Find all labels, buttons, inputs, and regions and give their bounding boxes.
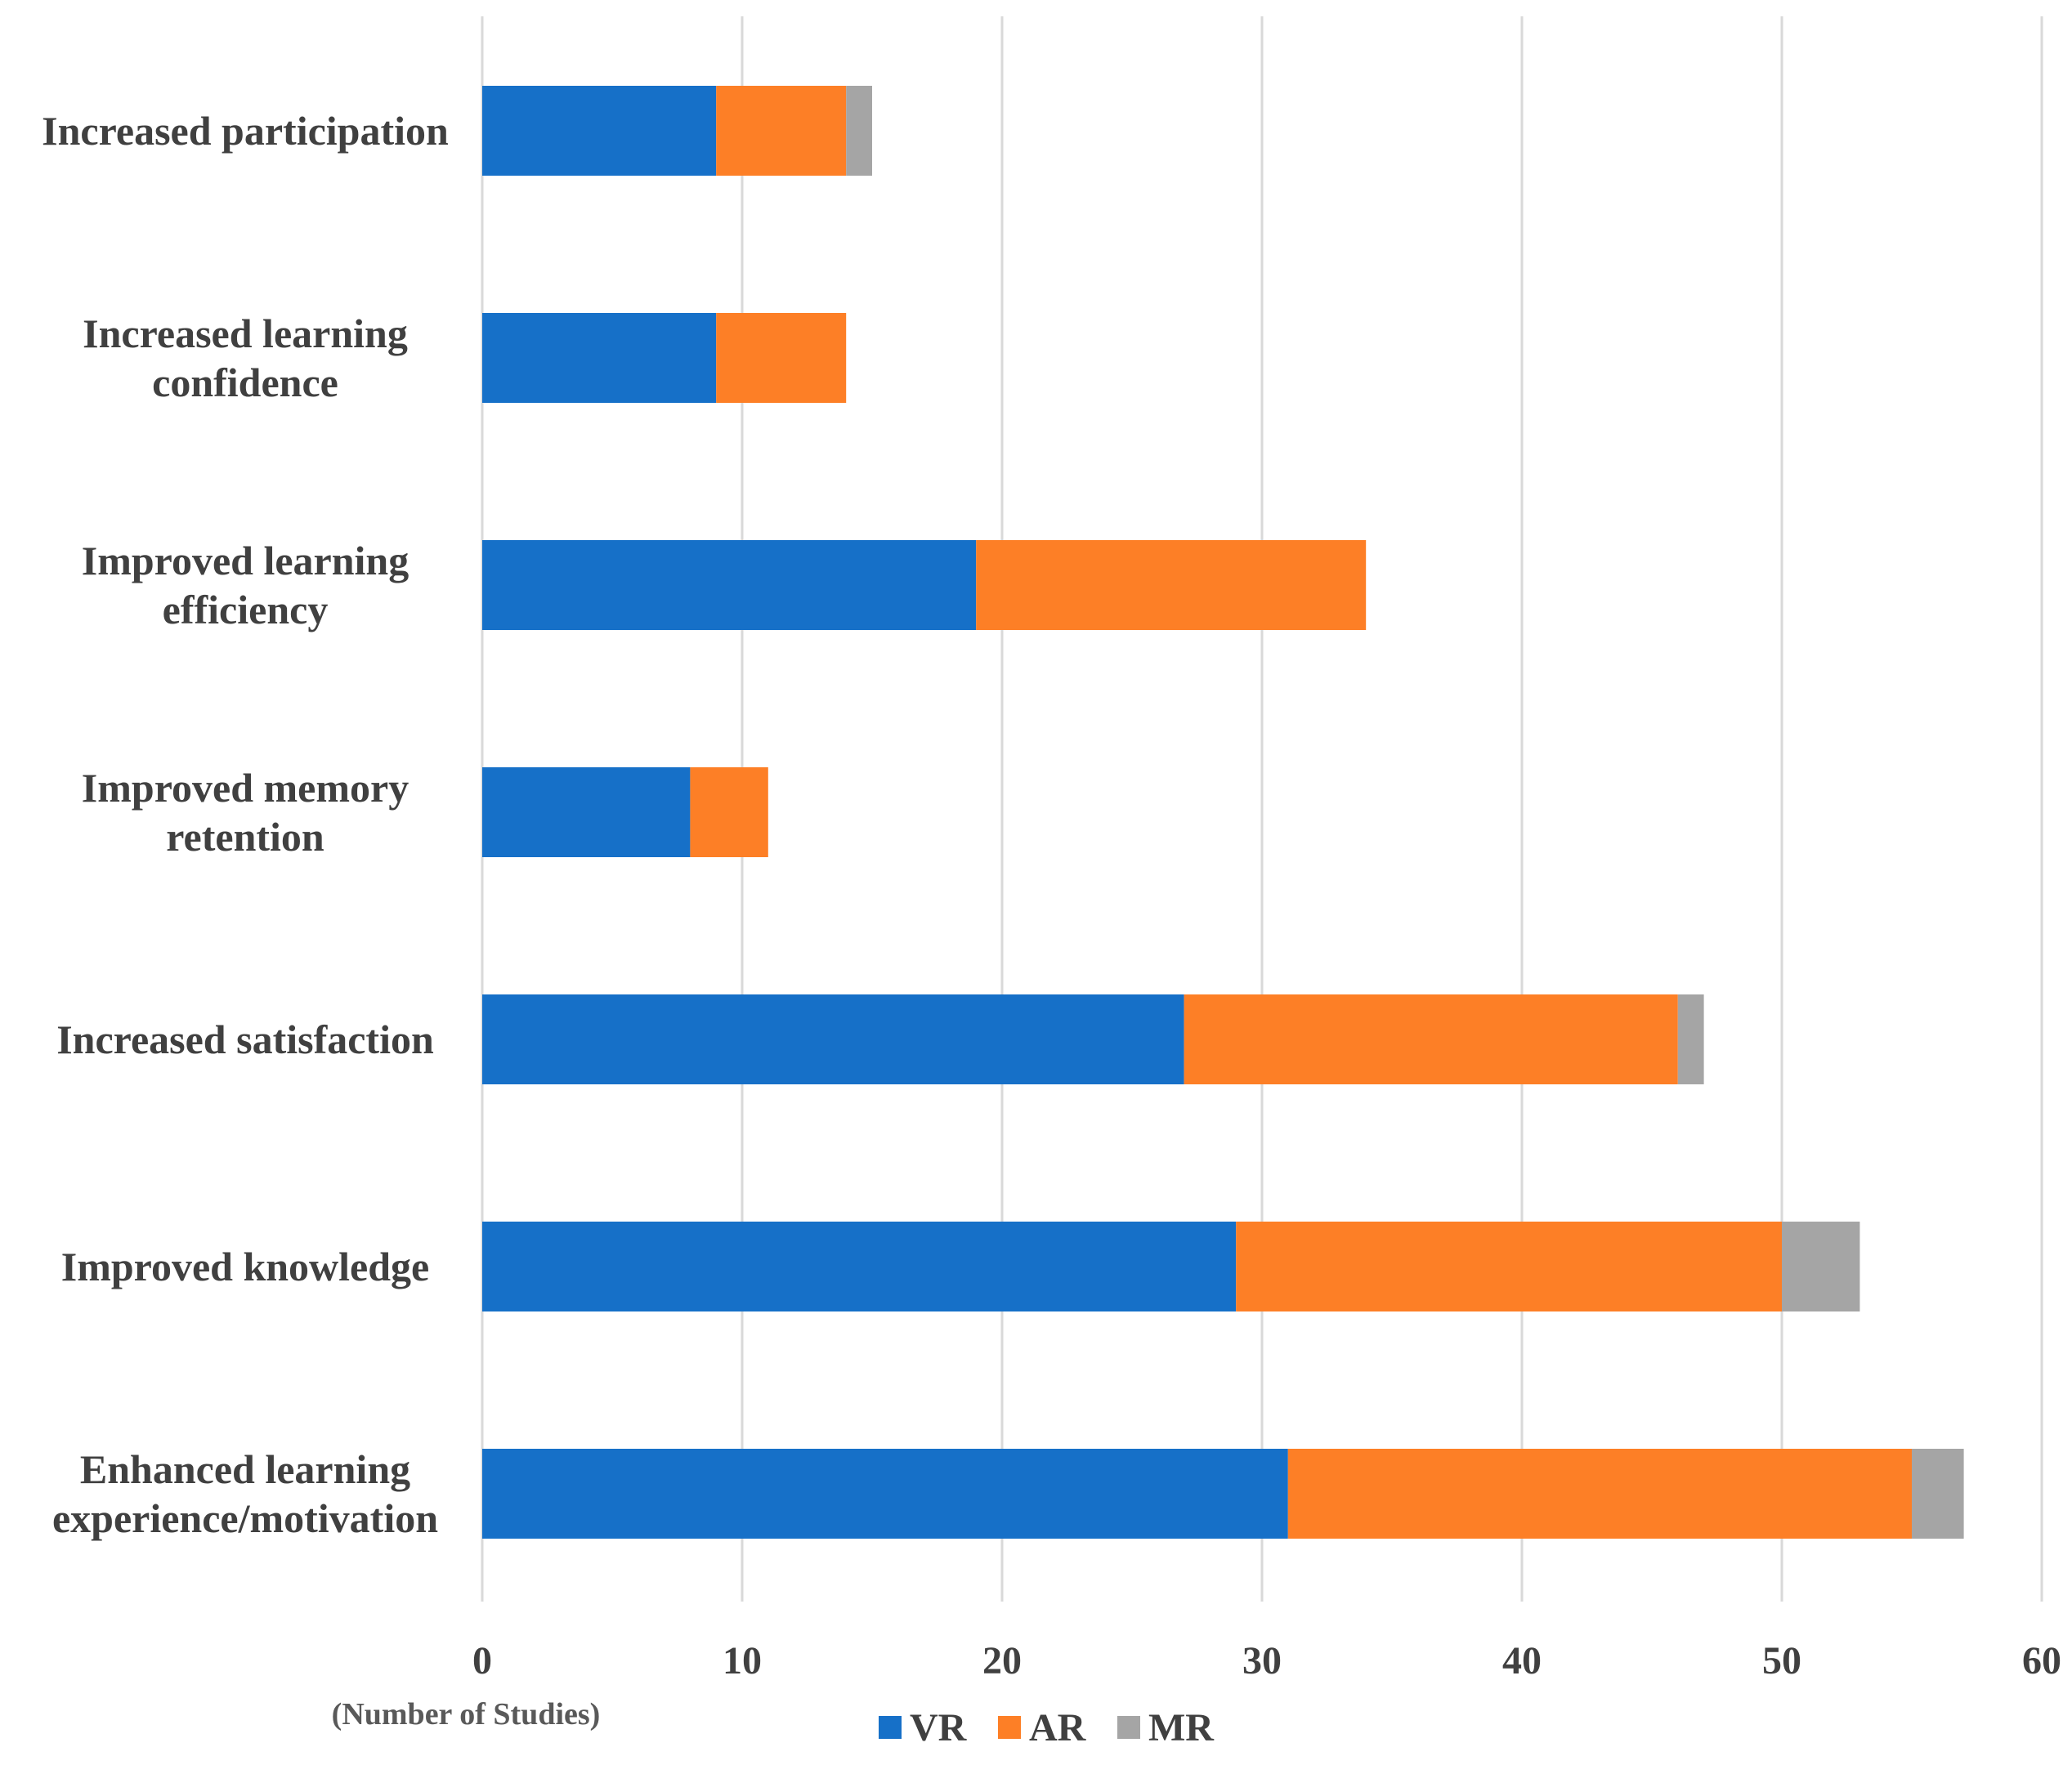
bar-ar-5 [1236, 1222, 1782, 1311]
category-label: Increased learning confidence [83, 311, 408, 405]
bar-vr-2 [482, 540, 977, 630]
bar-ar-4 [1184, 994, 1678, 1084]
category-label: Increased satisfaction [56, 1017, 434, 1062]
category-label: Improved memory retention [82, 765, 409, 860]
x-tick-label: 20 [982, 1639, 1022, 1682]
legend-swatch-mr [1117, 1716, 1140, 1739]
bar-vr-5 [482, 1222, 1237, 1311]
category-label: Increased participation [42, 108, 449, 154]
bar-ar-1 [716, 313, 847, 403]
bar-ar-6 [1287, 1449, 1912, 1539]
category-label: Improved learning efficiency [82, 538, 409, 632]
category-labels: Increased participation Increased learnin… [42, 108, 449, 1541]
x-tick-label: 0 [472, 1639, 492, 1682]
bar-mr-0 [846, 86, 872, 176]
bars [482, 86, 1964, 1539]
x-tick-label: 10 [723, 1639, 762, 1682]
x-tick-label: 30 [1242, 1639, 1282, 1682]
gridlines [481, 16, 2043, 1602]
x-tick-label: 50 [1762, 1639, 1801, 1682]
bar-vr-3 [482, 767, 691, 857]
bar-vr-1 [482, 313, 717, 403]
bar-mr-5 [1782, 1222, 1860, 1311]
x-axis-title: (Number of Studies) [332, 1697, 601, 1731]
x-tick-labels: 0 10 20 30 40 50 60 [472, 1639, 2061, 1682]
bar-ar-3 [690, 767, 768, 857]
legend-label-ar: AR [1029, 1706, 1087, 1749]
bar-mr-6 [1912, 1449, 1964, 1539]
bar-ar-2 [976, 540, 1367, 630]
legend-swatch-vr [879, 1716, 902, 1739]
legend: VR AR MR [879, 1706, 1215, 1749]
legend-swatch-ar [998, 1716, 1021, 1739]
legend-label-vr: VR [910, 1706, 968, 1749]
bar-vr-6 [482, 1449, 1288, 1539]
category-label: Enhanced learning experience/motivation [52, 1446, 438, 1541]
bar-ar-0 [716, 86, 847, 176]
bar-vr-4 [482, 994, 1184, 1084]
x-tick-label: 60 [2022, 1639, 2061, 1682]
legend-label-mr: MR [1148, 1706, 1215, 1749]
category-label: Improved knowledge [61, 1244, 430, 1289]
bar-mr-4 [1677, 994, 1704, 1084]
bar-vr-0 [482, 86, 717, 176]
x-tick-label: 40 [1502, 1639, 1542, 1682]
